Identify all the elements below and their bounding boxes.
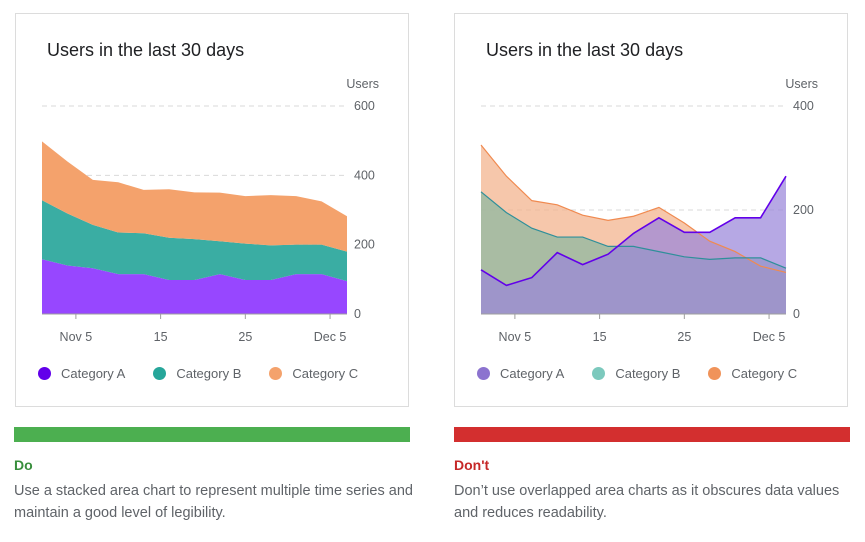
x-tick-label: Nov 5 xyxy=(60,330,93,344)
line-series-b xyxy=(480,191,787,269)
y-tick-label: 200 xyxy=(354,238,375,252)
legend-swatch-c xyxy=(269,367,283,380)
x-tick-label: 25 xyxy=(238,330,252,344)
y-tick-label: 600 xyxy=(354,99,375,113)
legend: Category A Category B Category C xyxy=(477,366,797,381)
legend-label-b: Category B xyxy=(176,366,242,381)
legend-label-a: Category A xyxy=(500,366,565,381)
x-tick-label: 25 xyxy=(677,330,691,344)
x-tick-label: 15 xyxy=(593,330,607,344)
legend-label-c: Category C xyxy=(292,366,359,381)
legend-swatch-a xyxy=(477,367,490,380)
overlapped-area-chart: Users in the last 30 days Users 0 200 400 Nov… xyxy=(480,40,818,344)
y-tick-label: 0 xyxy=(354,307,361,321)
do-chart-card: Users in the last 30 days Users 0 200 400 600… xyxy=(15,13,409,407)
y-tick-label: 400 xyxy=(354,168,375,182)
legend: Category A Category B Category C xyxy=(38,366,358,381)
legend-item-category-b: Category B xyxy=(592,366,680,381)
line-series-a xyxy=(480,175,787,287)
x-tick-label: 15 xyxy=(154,330,168,344)
legend-item-category-c: Category C xyxy=(708,366,797,381)
y-axis-title: Users xyxy=(785,77,818,91)
do-heading: Do xyxy=(14,457,33,473)
x-tick-label: Nov 5 xyxy=(499,330,532,344)
x-tick-label: Dec 5 xyxy=(753,330,786,344)
chart-title: Users in the last 30 days xyxy=(486,40,683,60)
area-series-a xyxy=(42,259,347,314)
legend-swatch-a xyxy=(38,367,51,380)
legend-label-c: Category C xyxy=(731,366,798,381)
x-tick-label: Dec 5 xyxy=(314,330,347,344)
legend-swatch-b xyxy=(153,367,167,380)
do-indicator-bar xyxy=(14,427,410,442)
y-tick-label: 400 xyxy=(793,99,814,113)
legend-label-b: Category B xyxy=(615,366,681,381)
do-description: Use a stacked area chart to represent mu… xyxy=(14,483,413,521)
legend-swatch-c xyxy=(708,367,722,380)
legend-swatch-b xyxy=(592,367,606,380)
line-series-c xyxy=(480,144,787,273)
area-series-a xyxy=(481,176,786,314)
y-tick-label: 200 xyxy=(793,203,814,217)
area-series-c xyxy=(42,141,347,252)
y-tick-label: 0 xyxy=(793,307,800,321)
legend-item-category-c: Category C xyxy=(269,366,358,381)
legend-item-category-b: Category B xyxy=(153,366,241,381)
legend-item-category-a: Category A xyxy=(38,366,125,381)
area-series-b xyxy=(42,200,347,282)
dont-heading: Don't xyxy=(454,457,490,473)
dont-chart-card: Users in the last 30 days Users 0 200 400 Nov… xyxy=(454,13,848,407)
legend-item-category-a: Category A xyxy=(477,366,564,381)
stacked-area-chart: Users in the last 30 days Users 0 200 400 600… xyxy=(42,40,379,344)
dont-description: Don’t use overlapped area charts as it o… xyxy=(454,483,840,521)
y-axis-title: Users xyxy=(346,77,379,91)
chart-title: Users in the last 30 days xyxy=(47,40,244,60)
legend-label-a: Category A xyxy=(61,366,126,381)
dont-indicator-bar xyxy=(454,427,850,442)
